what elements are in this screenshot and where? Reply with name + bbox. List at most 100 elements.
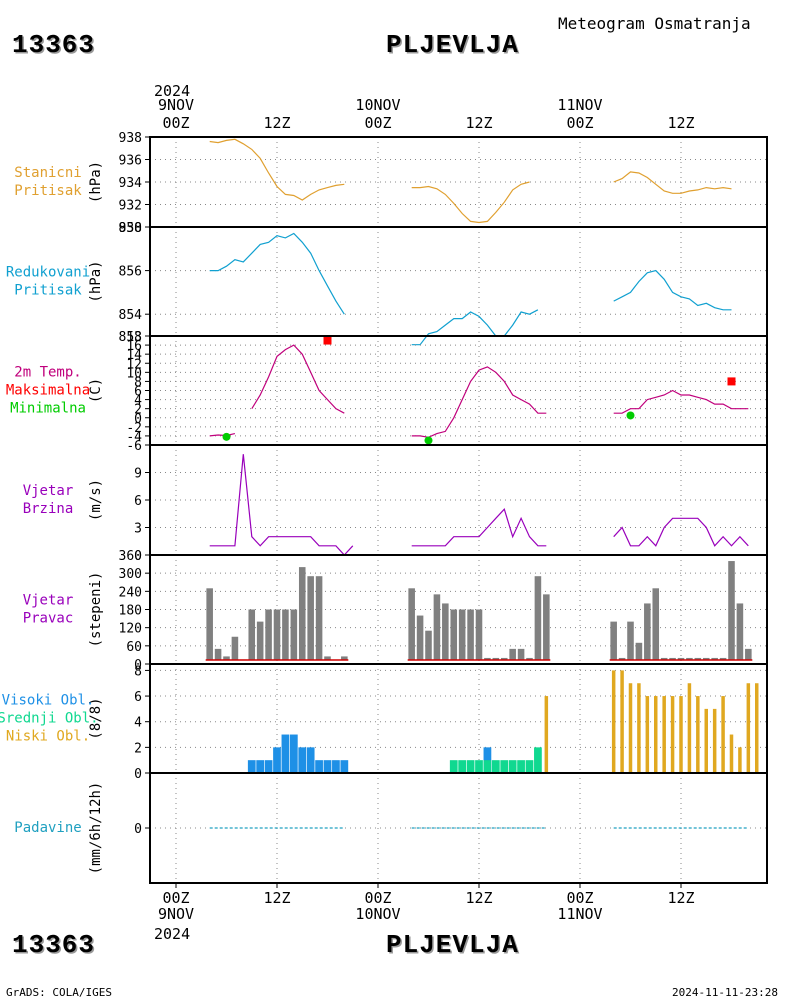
y-tick-label: -2 bbox=[126, 421, 142, 436]
direction-bar bbox=[669, 657, 676, 660]
cloud-bar bbox=[315, 760, 323, 773]
cloud-bar bbox=[483, 760, 492, 773]
series-line bbox=[251, 344, 345, 414]
y-tick-label: 12 bbox=[126, 357, 142, 372]
credit-text: GrADS: COLA/IGES bbox=[6, 986, 112, 999]
series-line bbox=[613, 389, 749, 414]
cloud-bar bbox=[738, 747, 742, 773]
y-tick-label: 2 bbox=[134, 403, 142, 418]
series-line bbox=[411, 309, 539, 346]
cloud-bar bbox=[247, 760, 256, 773]
direction-bar bbox=[694, 657, 702, 660]
direction-bar bbox=[290, 609, 298, 660]
direction-bar bbox=[298, 567, 306, 660]
direction-bar bbox=[627, 621, 634, 660]
cloud-bar bbox=[306, 747, 315, 773]
direction-bar bbox=[467, 609, 474, 660]
cloud-bar bbox=[264, 760, 273, 773]
panel-label: Redukovani bbox=[6, 265, 90, 281]
cloud-bar bbox=[475, 760, 483, 773]
direction-bar bbox=[248, 609, 256, 660]
direction-bar bbox=[517, 648, 525, 660]
direction-bar bbox=[492, 657, 500, 660]
top-date-label: 10NOV bbox=[355, 96, 400, 114]
cloud-bar bbox=[620, 670, 624, 773]
direction-bar bbox=[265, 609, 272, 660]
cloud-bar bbox=[256, 760, 265, 773]
panel-label: Visoki Obl. bbox=[2, 693, 95, 709]
direction-bar bbox=[635, 642, 643, 660]
y-tick-label: 932 bbox=[119, 199, 142, 214]
series-line bbox=[411, 366, 547, 438]
y-tick-label: 0 bbox=[134, 412, 142, 427]
panel-label: Maksimalna bbox=[6, 383, 90, 399]
direction-bar bbox=[273, 609, 281, 660]
y-tick-label: 854 bbox=[119, 308, 143, 323]
y-axis-label: (mm/6h/12h) bbox=[88, 782, 104, 875]
y-tick-label: 3 bbox=[134, 522, 142, 537]
bottom-hour-label: 00Z bbox=[162, 889, 189, 907]
cloud-bar bbox=[729, 734, 734, 773]
cloud-bar bbox=[298, 747, 307, 773]
cloud-bar bbox=[746, 683, 751, 773]
top-hour-label: 00Z bbox=[162, 114, 189, 132]
panel-cloud-cover: 0 2 4 6 8 (8/8)Visoki Obl. Srednji Obl. Niski O… bbox=[0, 663, 768, 782]
direction-bar bbox=[652, 588, 660, 660]
panel-label: Minimalna bbox=[10, 401, 86, 417]
bottom-year-label: 2024 bbox=[154, 925, 190, 943]
direction-bar bbox=[644, 603, 651, 660]
direction-bar bbox=[416, 615, 424, 660]
direction-bar bbox=[433, 594, 441, 660]
y-tick-label: 9 bbox=[134, 467, 142, 482]
top-date-label: 11NOV bbox=[557, 96, 602, 114]
direction-bar bbox=[341, 656, 348, 660]
y-tick-label: 60 bbox=[126, 640, 142, 655]
direction-bar bbox=[660, 657, 668, 660]
direction-bar bbox=[231, 636, 239, 660]
y-axis-label: (8/8) bbox=[88, 697, 104, 739]
y-tick-label: 0 bbox=[134, 658, 142, 673]
panel-frame bbox=[149, 772, 768, 884]
series-line bbox=[613, 171, 732, 194]
cloud-bar bbox=[544, 696, 549, 773]
direction-bar bbox=[256, 621, 264, 660]
cloud-bar bbox=[696, 696, 700, 773]
y-tick-label: 0 bbox=[134, 822, 142, 837]
cloud-bar bbox=[273, 747, 281, 773]
tmax-marker bbox=[323, 336, 332, 345]
y-tick-label: 240 bbox=[119, 585, 142, 600]
y-axis-label: (C) bbox=[88, 378, 104, 403]
direction-bar bbox=[500, 657, 508, 660]
direction-bar bbox=[543, 594, 550, 660]
direction-bar bbox=[618, 657, 626, 660]
tmax-marker bbox=[727, 377, 736, 386]
station-id-top: 13363 bbox=[12, 30, 96, 60]
direction-bar bbox=[475, 609, 483, 660]
cloud-bar bbox=[687, 683, 692, 773]
cloud-bar bbox=[281, 734, 290, 773]
bottom-hour-label: 12Z bbox=[465, 889, 492, 907]
y-tick-label: 934 bbox=[119, 176, 143, 191]
top-hour-label: 12Z bbox=[263, 114, 290, 132]
y-tick-label: 2 bbox=[134, 741, 142, 756]
cloud-bar bbox=[289, 734, 298, 773]
y-tick-label: 6 bbox=[134, 494, 142, 509]
y-tick-label: 930 bbox=[119, 221, 142, 236]
direction-bar bbox=[408, 588, 415, 660]
cloud-bar bbox=[534, 747, 542, 773]
series-line bbox=[209, 232, 345, 315]
direction-bar bbox=[610, 621, 617, 660]
direction-bar bbox=[736, 603, 744, 660]
direction-bar bbox=[534, 576, 542, 660]
cloud-bar bbox=[637, 683, 641, 773]
panel-frame bbox=[149, 136, 768, 228]
y-tick-label: 10 bbox=[126, 366, 142, 381]
y-tick-label: 4 bbox=[134, 394, 142, 409]
bottom-hour-label: 12Z bbox=[263, 889, 290, 907]
direction-bar bbox=[425, 630, 432, 660]
y-tick-label: 936 bbox=[119, 154, 142, 169]
cloud-bar bbox=[679, 696, 683, 773]
panel-label: Vjetar bbox=[23, 483, 74, 499]
panel-label: Pravac bbox=[23, 611, 74, 627]
